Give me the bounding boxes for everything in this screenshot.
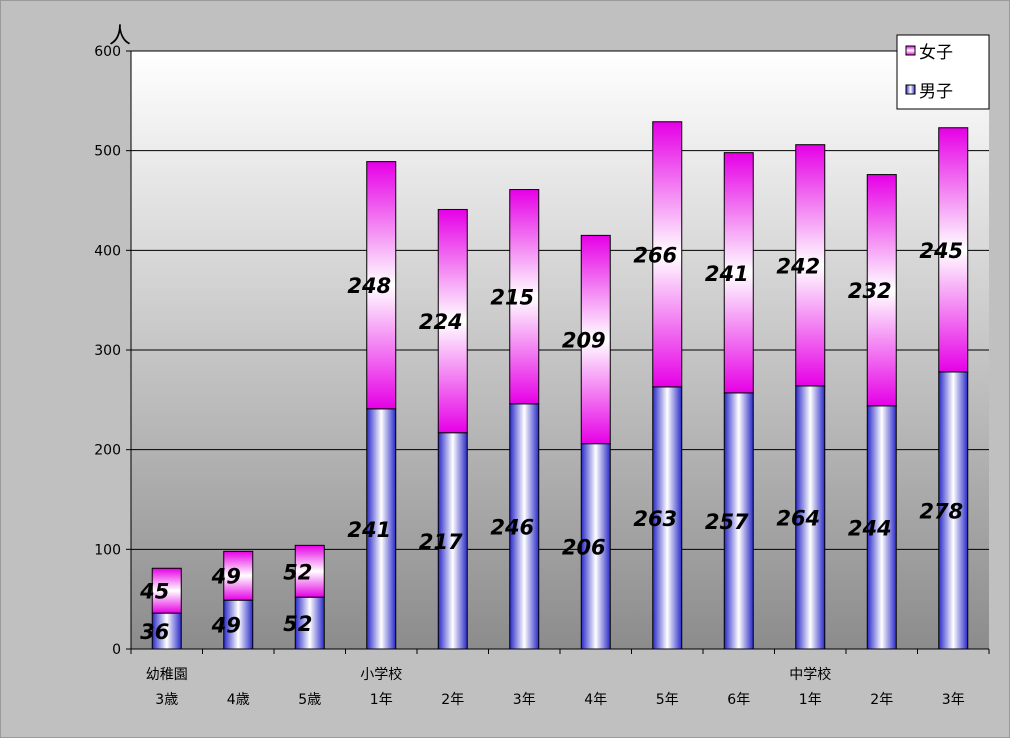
data-label-boys: 244 [848, 516, 892, 540]
x-tick-label: 1年 [370, 692, 393, 708]
y-tick-label: 200 [94, 443, 121, 459]
bar-boys [723, 392, 754, 650]
bar-girls [795, 144, 826, 387]
x-group-label: 中学校 [789, 666, 831, 683]
bar-girls [580, 234, 611, 445]
x-tick-label: 3年 [942, 692, 965, 708]
legend-swatch-girls [905, 45, 916, 56]
x-group-label: 幼稚園 [146, 667, 188, 683]
x-tick-label: 3歳 [155, 692, 178, 708]
bar-boys [866, 405, 897, 650]
x-tick-label: 1年 [799, 692, 822, 708]
bar-boys [652, 386, 683, 650]
data-label-girls: 232 [848, 279, 892, 303]
y-tick-label: 300 [94, 343, 121, 359]
y-axis-unit-label: 人 [109, 24, 131, 49]
data-label-girls: 245 [919, 239, 963, 263]
x-tick-label: 6年 [727, 692, 750, 708]
data-label-boys: 257 [705, 510, 749, 534]
data-label-girls: 224 [419, 310, 463, 334]
data-label-girls: 52 [283, 560, 312, 584]
data-label-boys: 52 [283, 612, 312, 636]
legend-label-boys: 男子 [919, 82, 953, 102]
x-group-label: 小学校 [360, 666, 402, 683]
data-label-boys: 36 [140, 620, 169, 644]
x-tick-label: 2年 [441, 692, 464, 708]
data-label-boys: 241 [347, 518, 391, 542]
x-tick-label: 3年 [513, 692, 536, 708]
data-label-boys: 206 [562, 535, 606, 559]
y-tick-label: 600 [94, 44, 121, 60]
data-label-girls: 242 [776, 254, 820, 278]
bar-girls [437, 208, 468, 434]
bar-girls [509, 189, 540, 405]
data-label-boys: 264 [776, 506, 820, 530]
bar-girls [866, 174, 897, 407]
data-label-girls: 215 [490, 286, 534, 310]
data-label-boys: 263 [633, 507, 677, 531]
data-label-girls: 266 [633, 243, 677, 267]
bar-girls [223, 550, 254, 601]
data-label-boys: 246 [490, 515, 534, 539]
gridlines [131, 50, 989, 550]
bars [151, 121, 969, 650]
data-label-girls: 45 [139, 580, 169, 604]
bar-girls [938, 127, 969, 373]
data-label-boys: 217 [419, 530, 463, 554]
bar-girls [366, 161, 397, 410]
bar-girls [294, 544, 325, 598]
bar-girls [652, 121, 683, 388]
x-tick-label: 4年 [584, 692, 607, 708]
data-label-girls: 241 [705, 262, 749, 286]
x-tick-label: 5年 [656, 692, 679, 708]
x-tick-label: 2年 [870, 692, 893, 708]
y-tick-label: 500 [94, 144, 121, 160]
data-label-boys: 49 [211, 614, 241, 638]
bar-girls [151, 567, 182, 614]
bar-boys [795, 385, 826, 650]
legend-swatch-boys [905, 84, 916, 95]
y-tick-label: 0 [112, 642, 121, 658]
legend-label-girls: 女子 [919, 43, 953, 63]
data-label-girls: 248 [347, 274, 391, 298]
y-tick-label: 100 [94, 542, 121, 558]
bar-girls [723, 152, 754, 394]
legend: 女子 男子 [896, 34, 990, 110]
axes: 0 100 200 300 400 500 600 3歳 4歳 5歳 1年 2年 3年 4年 5年 6年 1年 2… [94, 44, 990, 708]
data-labels: 36 45 49 49 52 52 241 248 217 224 246 215 206 209 263 2… [139, 239, 963, 644]
data-label-boys: 278 [919, 499, 963, 523]
x-tick-label: 5歳 [298, 692, 321, 708]
data-label-girls: 49 [211, 565, 241, 589]
x-tick-label: 4歳 [227, 692, 250, 708]
bar-boys [437, 432, 468, 650]
data-label-girls: 209 [562, 329, 606, 353]
legend-box [896, 34, 990, 110]
y-tick-label: 400 [94, 243, 121, 259]
